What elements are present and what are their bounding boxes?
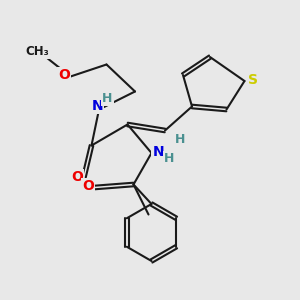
Text: O: O <box>82 179 94 193</box>
Text: N: N <box>152 145 164 158</box>
Text: O: O <box>71 170 83 184</box>
Text: H: H <box>102 92 112 105</box>
Text: O: O <box>58 68 70 82</box>
Text: H: H <box>164 152 174 165</box>
Text: S: S <box>248 73 258 86</box>
Text: H: H <box>175 133 185 146</box>
Text: CH₃: CH₃ <box>26 45 50 58</box>
Text: N: N <box>92 99 103 113</box>
